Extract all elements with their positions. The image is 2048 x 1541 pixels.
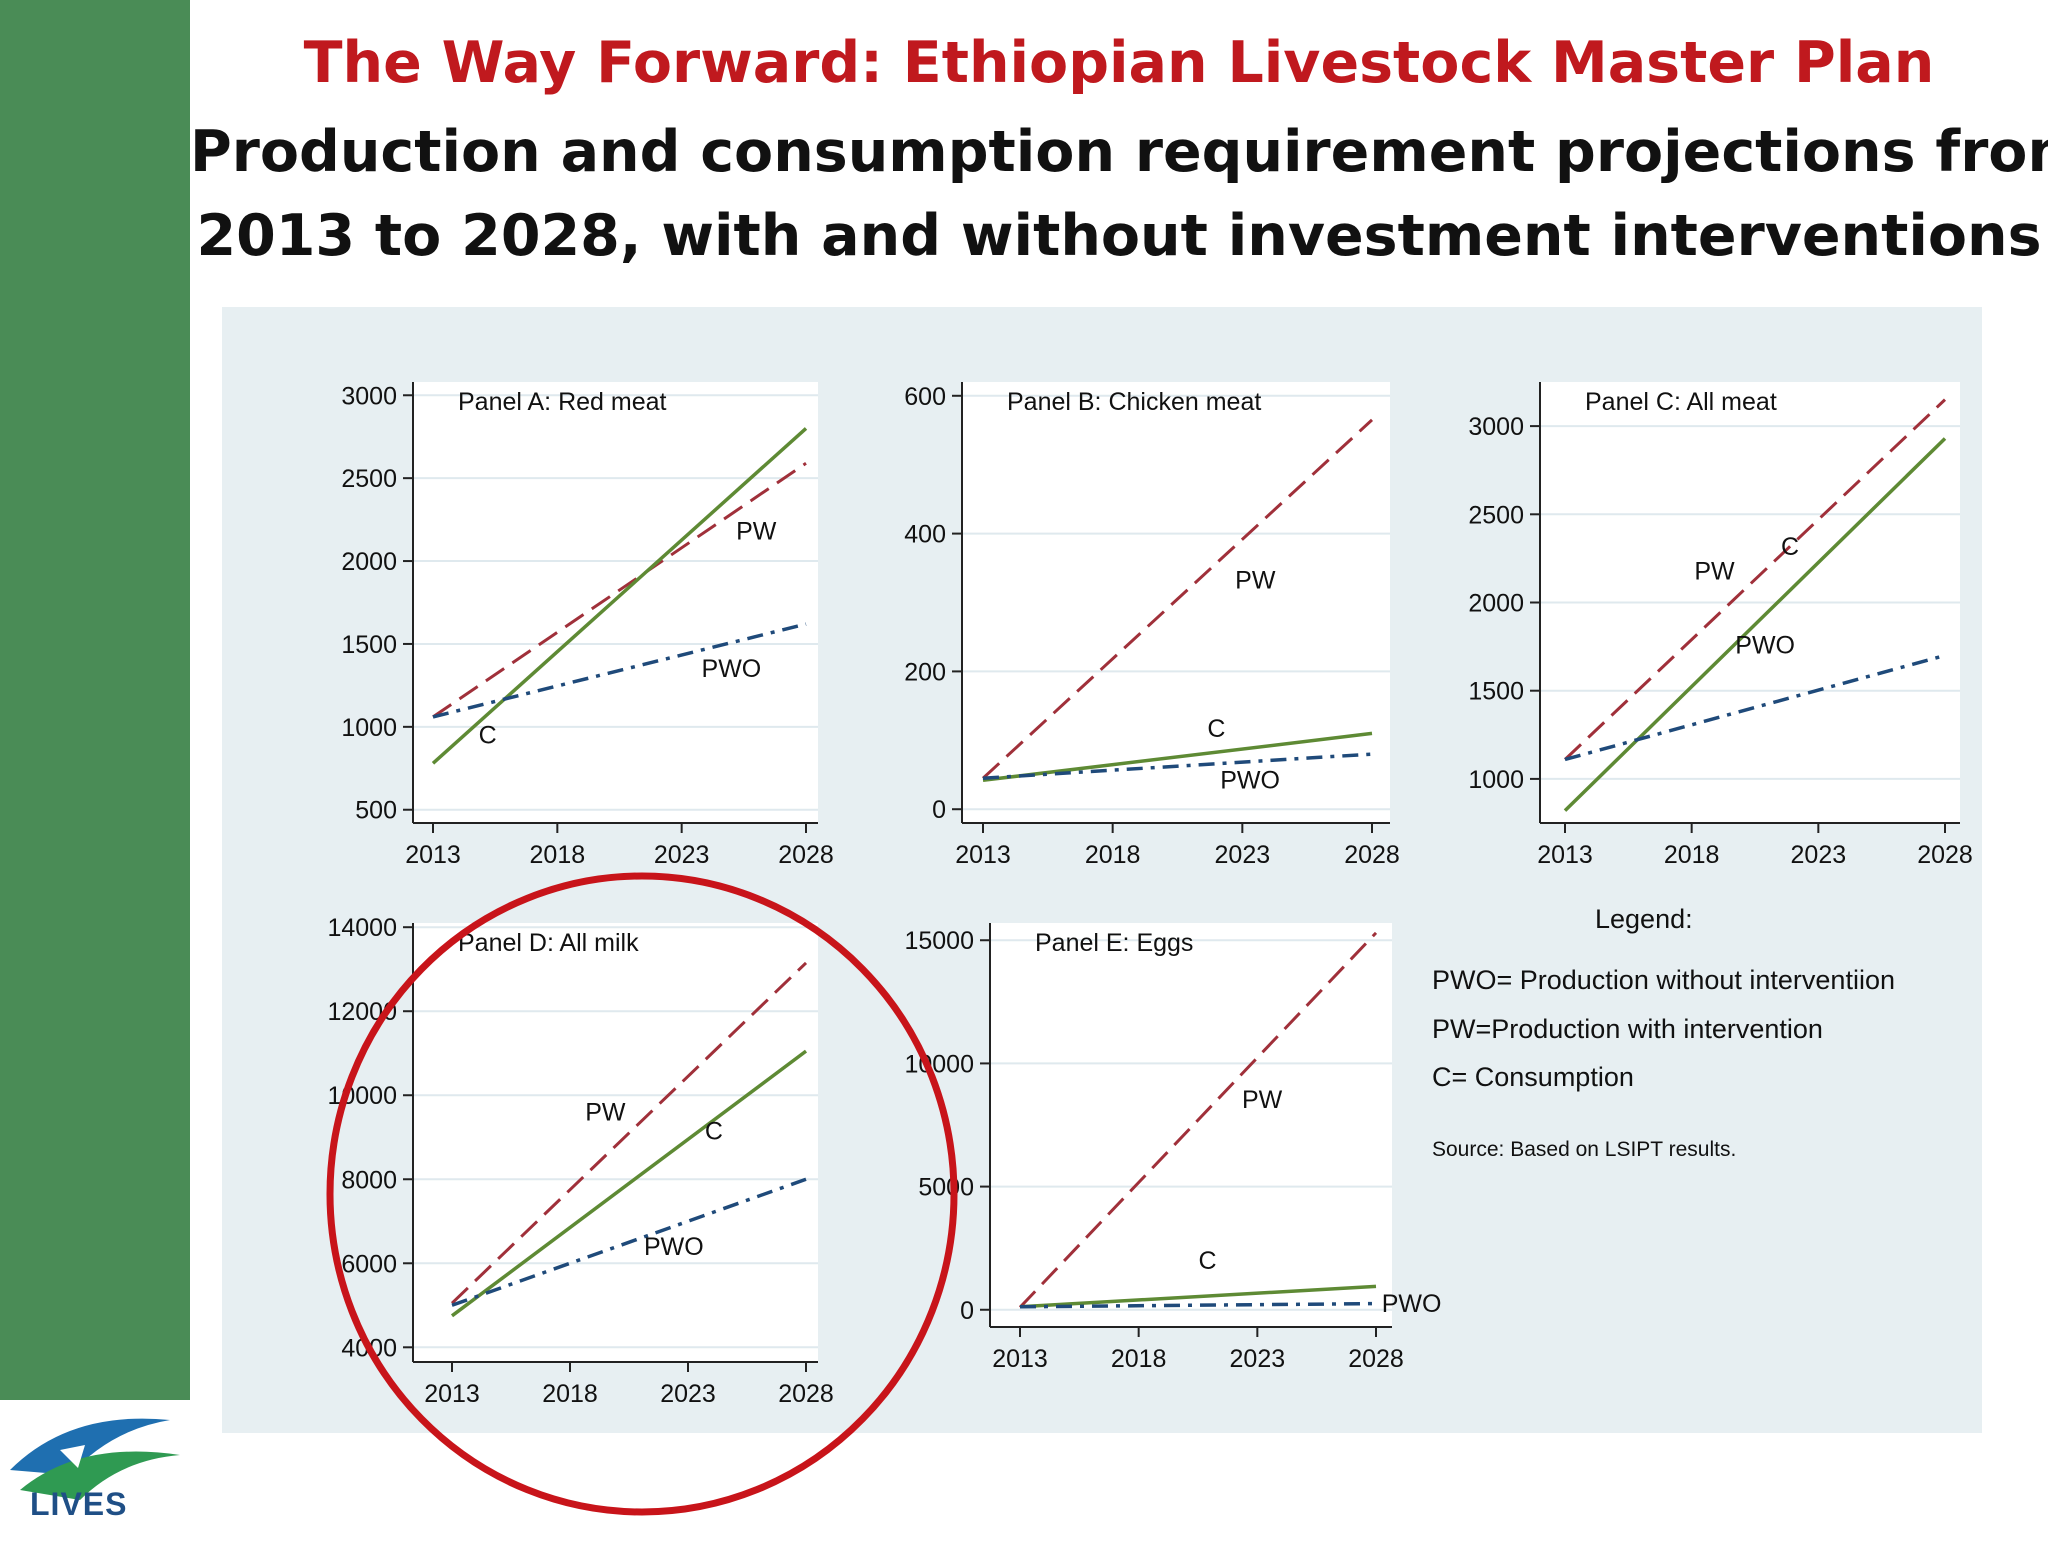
- series-label: PW: [585, 1098, 626, 1126]
- x-tick-label: 2028: [778, 841, 834, 869]
- y-tick-label: 10000: [904, 1050, 974, 1078]
- x-tick-label: 2018: [530, 841, 586, 869]
- subtitle-line-2: 2013 to 2028, with and without investmen…: [196, 203, 2042, 269]
- series-line-pwo: [1019, 1301, 1377, 1309]
- series-label: C: [1198, 1247, 1216, 1275]
- series-label: C: [1207, 715, 1225, 743]
- x-tick-label: 2028: [1348, 1345, 1404, 1373]
- series-line-c: [1563, 437, 1947, 812]
- series-label: PWO: [1220, 767, 1280, 795]
- series-label: PWO: [702, 655, 762, 683]
- y-tick-label: 3000: [341, 382, 397, 410]
- y-tick-label: 15000: [904, 927, 974, 955]
- sidebar-stripe: [0, 0, 190, 1536]
- highlight-circle: [326, 872, 958, 1516]
- panel-title: Panel D: All milk: [458, 929, 639, 957]
- x-tick-label: 2028: [1344, 841, 1400, 869]
- legend-pwo: PWO= Production without interventiion: [1432, 965, 1895, 995]
- y-tick-label: 1500: [1468, 678, 1524, 706]
- x-tick-label: 2013: [992, 1345, 1048, 1373]
- subtitle-line-1: Production and consumption requirement p…: [190, 119, 2048, 185]
- legend-c: C= Consumption: [1432, 1062, 1634, 1092]
- series-label: PW: [1694, 558, 1735, 586]
- y-tick-label: 2000: [1468, 590, 1524, 618]
- series-line-pwo: [1564, 653, 1946, 762]
- series-line-pwo: [432, 622, 807, 719]
- lives-logo-icon: [10, 1418, 180, 1500]
- series-line-c: [1019, 1284, 1377, 1309]
- series-label: PWO: [1382, 1290, 1442, 1318]
- x-tick-label: 2013: [405, 841, 461, 869]
- y-tick-label: 6000: [341, 1250, 397, 1278]
- y-tick-label: 10000: [327, 1082, 397, 1110]
- series-line-pwo: [982, 752, 1373, 780]
- x-tick-label: 2023: [660, 1380, 716, 1408]
- y-tick-label: 500: [355, 797, 397, 825]
- series-label: C: [1781, 533, 1799, 561]
- x-tick-label: 2023: [1230, 1345, 1286, 1373]
- y-tick-label: 1000: [1468, 766, 1524, 794]
- x-tick-label: 2013: [1537, 841, 1593, 869]
- x-tick-label: 2023: [1791, 841, 1847, 869]
- series-label: PWO: [644, 1233, 704, 1261]
- x-tick-label: 2013: [955, 841, 1011, 869]
- x-tick-label: 2028: [778, 1380, 834, 1408]
- series-line-pw: [1563, 398, 1947, 761]
- y-tick-label: 400: [904, 521, 946, 549]
- y-tick-label: 200: [904, 658, 946, 686]
- y-tick-label: 0: [932, 796, 946, 824]
- lives-logo: [0, 1400, 190, 1536]
- x-tick-label: 2028: [1917, 841, 1973, 869]
- panel-title: Panel A: Red meat: [458, 388, 667, 416]
- y-tick-label: 1000: [341, 714, 397, 742]
- panel-title: Panel B: Chicken meat: [1007, 388, 1261, 416]
- series-line-pw: [432, 461, 807, 719]
- x-tick-label: 2018: [1111, 1345, 1167, 1373]
- series-line-pwo: [451, 1177, 807, 1307]
- y-tick-label: 2500: [341, 465, 397, 493]
- series-line-c: [431, 427, 808, 765]
- series-label: C: [479, 721, 497, 749]
- plot-area: [962, 382, 1390, 823]
- legend-pw: PW=Production with intervention: [1432, 1014, 1823, 1044]
- page-subtitle: Production and consumption requirement p…: [190, 110, 2048, 278]
- series-line-c: [450, 1049, 808, 1318]
- plot-area: [990, 923, 1392, 1327]
- y-tick-label: 0: [960, 1297, 974, 1325]
- y-tick-label: 3000: [1468, 413, 1524, 441]
- series-line-pw: [981, 418, 1374, 780]
- series-line-pw: [1018, 931, 1378, 1309]
- legend-source: Source: Based on LSIPT results.: [1432, 1138, 1737, 1161]
- plot-area: [413, 382, 818, 823]
- panel-title: Panel E: Eggs: [1035, 929, 1193, 957]
- y-tick-label: 2500: [1468, 501, 1524, 529]
- panel-title: Panel C: All meat: [1585, 388, 1777, 416]
- series-line-c: [982, 731, 1373, 783]
- x-tick-label: 2018: [1664, 841, 1720, 869]
- series-label: PWO: [1735, 632, 1795, 660]
- series-line-pw: [450, 961, 808, 1305]
- series-label: C: [705, 1117, 723, 1145]
- y-tick-label: 8000: [341, 1166, 397, 1194]
- x-tick-label: 2018: [1085, 841, 1141, 869]
- y-tick-label: 14000: [327, 914, 397, 942]
- logo-text: LIVES: [30, 1486, 128, 1522]
- series-label: PW: [1235, 567, 1276, 595]
- series-label: PW: [736, 518, 777, 546]
- x-tick-label: 2023: [654, 841, 710, 869]
- y-tick-label: 600: [904, 383, 946, 411]
- x-tick-label: 2013: [424, 1380, 480, 1408]
- legend-title: Legend:: [1595, 904, 1693, 934]
- y-tick-label: 1500: [341, 631, 397, 659]
- y-tick-label: 2000: [341, 548, 397, 576]
- x-tick-label: 2018: [542, 1380, 598, 1408]
- series-label: PW: [1242, 1086, 1283, 1114]
- x-tick-label: 2023: [1215, 841, 1271, 869]
- y-tick-label: 5000: [918, 1174, 974, 1202]
- plot-area: [413, 923, 818, 1362]
- page-title: The Way Forward: Ethiopian Livestock Mas…: [303, 30, 1935, 96]
